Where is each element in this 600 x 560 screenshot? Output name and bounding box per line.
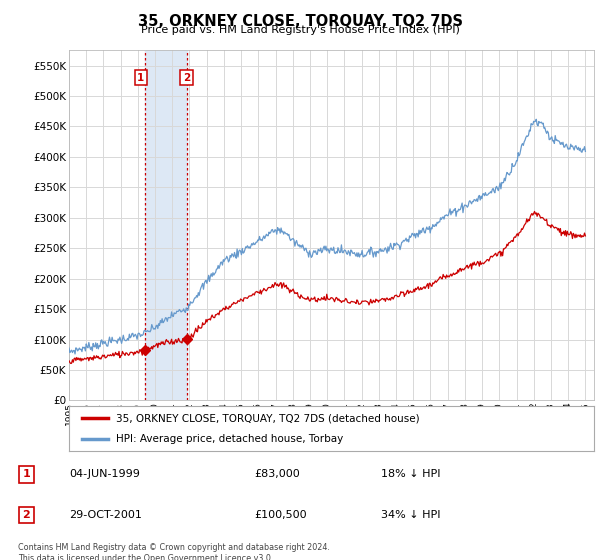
Text: 04-JUN-1999: 04-JUN-1999 <box>70 469 140 479</box>
Text: 29-OCT-2001: 29-OCT-2001 <box>70 510 142 520</box>
Text: 1: 1 <box>137 73 145 83</box>
Text: £100,500: £100,500 <box>254 510 307 520</box>
Text: 2: 2 <box>183 73 190 83</box>
Text: 34% ↓ HPI: 34% ↓ HPI <box>380 510 440 520</box>
Text: £83,000: £83,000 <box>254 469 299 479</box>
Text: Price paid vs. HM Land Registry's House Price Index (HPI): Price paid vs. HM Land Registry's House … <box>140 25 460 35</box>
Text: 1: 1 <box>23 469 30 479</box>
Text: 18% ↓ HPI: 18% ↓ HPI <box>380 469 440 479</box>
Text: 35, ORKNEY CLOSE, TORQUAY, TQ2 7DS (detached house): 35, ORKNEY CLOSE, TORQUAY, TQ2 7DS (deta… <box>116 413 420 423</box>
Text: 35, ORKNEY CLOSE, TORQUAY, TQ2 7DS: 35, ORKNEY CLOSE, TORQUAY, TQ2 7DS <box>137 14 463 29</box>
Bar <box>145 50 187 400</box>
Text: HPI: Average price, detached house, Torbay: HPI: Average price, detached house, Torb… <box>116 433 343 444</box>
Text: 2: 2 <box>23 510 30 520</box>
Text: Contains HM Land Registry data © Crown copyright and database right 2024.
This d: Contains HM Land Registry data © Crown c… <box>18 543 330 560</box>
